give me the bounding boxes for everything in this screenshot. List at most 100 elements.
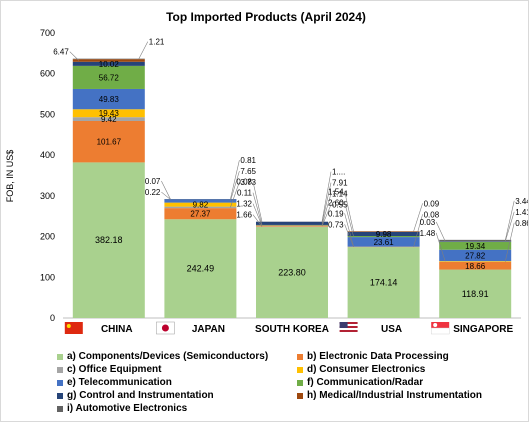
data-label: 3.44 xyxy=(515,197,528,206)
y-tick-label: 500 xyxy=(40,109,55,119)
bar-segment xyxy=(439,269,512,318)
bar-segment xyxy=(164,206,237,209)
bar-segment xyxy=(164,219,237,318)
leader-line xyxy=(344,213,354,247)
bar-segment xyxy=(256,226,328,318)
bar-segment xyxy=(164,202,237,207)
leader-line xyxy=(252,181,263,222)
bar-segment xyxy=(72,109,145,118)
legend-item: e) Telecommunication xyxy=(57,377,172,388)
bar-segment xyxy=(439,239,512,242)
data-label: 0.19 xyxy=(328,209,344,218)
y-tick-label: 600 xyxy=(40,69,55,79)
data-label: 0.07 xyxy=(145,177,161,186)
data-label: 223.80 xyxy=(278,267,306,277)
data-label: 6.47 xyxy=(53,48,69,57)
legend-label: i) Automotive Electronics xyxy=(67,403,188,414)
data-label: 0.08 xyxy=(424,210,440,219)
data-label: 19.34 xyxy=(465,242,486,251)
leader-line xyxy=(252,203,263,226)
leader-line xyxy=(344,202,354,237)
leader-line xyxy=(413,214,423,247)
data-label: 7.91 xyxy=(332,179,348,188)
data-label: 0.73 xyxy=(328,220,344,229)
data-label: 0.22 xyxy=(145,188,161,197)
bar-segment xyxy=(439,241,512,242)
leader-line xyxy=(321,193,332,226)
data-label: 174.14 xyxy=(370,278,398,288)
legend-item: g) Control and Instrumentation xyxy=(57,390,214,401)
data-label: 7.65 xyxy=(240,167,256,176)
data-label: 9.82 xyxy=(193,201,209,210)
chart-title: Top Imported Products (April 2024) xyxy=(166,10,366,24)
bar-segment xyxy=(347,236,420,238)
y-tick-label: 0 xyxy=(50,313,55,323)
leader-line xyxy=(435,232,446,262)
data-label: 1.14 xyxy=(332,190,348,199)
data-label: 0.86 xyxy=(515,219,528,228)
data-label: 242.49 xyxy=(187,264,215,274)
legend-swatch xyxy=(297,366,303,373)
bar-segment xyxy=(256,221,328,225)
data-label: 18.66 xyxy=(465,262,486,271)
singapore-flag-icon xyxy=(431,322,450,335)
legend-swatch xyxy=(297,353,303,360)
bar-segment xyxy=(347,231,420,232)
y-axis-label: FOB, IN US$ xyxy=(5,150,15,203)
data-label: 1.66 xyxy=(236,211,252,220)
leader-line xyxy=(252,214,263,227)
data-label: 1.21 xyxy=(149,38,165,47)
legend-swatch xyxy=(57,405,63,412)
leader-line xyxy=(504,211,515,242)
data-label: 0.03 xyxy=(420,218,436,227)
leader-line xyxy=(321,204,332,227)
leader-line xyxy=(161,180,171,200)
legend-label: a) Components/Devices (Semiconductors) xyxy=(67,351,269,362)
leader-line xyxy=(138,41,149,60)
data-label: 0.55 xyxy=(332,201,348,210)
data-label: 1.54 xyxy=(328,187,344,196)
leader-line xyxy=(161,191,171,200)
leader-line xyxy=(413,203,423,232)
x-axis-categories: CHINA JAPAN SOUTH KOREA USA SINGAPORE xyxy=(64,321,514,335)
data-label: 0.09 xyxy=(424,199,440,208)
bar-segment xyxy=(72,59,145,62)
y-tick-label: 200 xyxy=(40,232,55,242)
data-label: 1.48 xyxy=(420,229,436,238)
data-label: 9.42 xyxy=(101,115,117,124)
legend-label: b) Electronic Data Processing xyxy=(307,351,449,362)
bar-segment xyxy=(347,237,420,247)
bar-segment xyxy=(164,208,237,220)
leader-line xyxy=(230,170,240,202)
data-label: 23.61 xyxy=(374,238,395,247)
legend-item: h) Medical/Industrial Instrumentation xyxy=(297,390,482,401)
legend-label: c) Office Equipment xyxy=(67,364,162,375)
data-label: 56.72 xyxy=(99,73,120,82)
leader-line xyxy=(230,159,240,200)
data-label: 49.83 xyxy=(99,95,120,104)
china-flag-icon xyxy=(64,322,83,334)
leader-line xyxy=(435,221,446,242)
bar-segment xyxy=(72,65,145,89)
data-label: 10.02 xyxy=(99,60,120,69)
legend-swatch xyxy=(57,392,63,399)
bar-segment xyxy=(72,88,145,110)
bar-segment xyxy=(164,199,237,203)
bar-segment xyxy=(256,225,328,226)
data-label: 9.98 xyxy=(376,230,392,239)
stacked-bar-chart: Top Imported Products (April 2024) FOB, … xyxy=(5,10,528,335)
bar-segment xyxy=(72,117,145,122)
bar-segment xyxy=(347,231,420,237)
bar-segment xyxy=(439,261,512,270)
legend-item: d) Consumer Electronics xyxy=(297,364,425,375)
leader-line xyxy=(504,222,515,262)
legend-swatch xyxy=(57,379,63,386)
data-label: 118.91 xyxy=(462,289,489,299)
data-label: 27.82 xyxy=(465,251,486,260)
bar-segment xyxy=(72,61,145,66)
legend-label: d) Consumer Electronics xyxy=(307,364,426,375)
data-label: 0.11 xyxy=(237,189,253,198)
data-label: 1.... xyxy=(332,168,345,177)
